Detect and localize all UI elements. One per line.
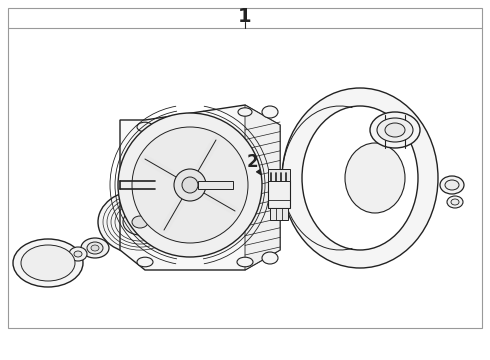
Ellipse shape xyxy=(91,245,99,251)
Ellipse shape xyxy=(440,176,464,194)
Bar xyxy=(268,180,290,208)
Ellipse shape xyxy=(377,118,413,142)
Ellipse shape xyxy=(13,239,83,287)
Ellipse shape xyxy=(345,143,405,213)
Ellipse shape xyxy=(237,257,253,267)
Bar xyxy=(198,181,233,189)
Ellipse shape xyxy=(132,216,148,228)
Bar xyxy=(270,208,288,220)
Ellipse shape xyxy=(238,108,252,116)
Ellipse shape xyxy=(174,169,206,201)
Ellipse shape xyxy=(182,177,198,193)
Polygon shape xyxy=(245,105,280,270)
Ellipse shape xyxy=(81,238,109,258)
Ellipse shape xyxy=(69,247,87,261)
Ellipse shape xyxy=(262,252,278,264)
Ellipse shape xyxy=(87,242,103,254)
Ellipse shape xyxy=(123,209,157,235)
Ellipse shape xyxy=(137,122,153,132)
Bar xyxy=(268,169,290,181)
Ellipse shape xyxy=(385,123,405,137)
Ellipse shape xyxy=(445,180,459,190)
Ellipse shape xyxy=(282,88,438,268)
Ellipse shape xyxy=(451,199,459,205)
Ellipse shape xyxy=(302,106,418,250)
Ellipse shape xyxy=(118,113,262,257)
Ellipse shape xyxy=(262,106,278,118)
Polygon shape xyxy=(120,105,280,270)
Text: 2: 2 xyxy=(246,153,258,171)
Ellipse shape xyxy=(74,251,82,257)
Ellipse shape xyxy=(21,245,75,281)
Ellipse shape xyxy=(98,190,182,254)
Ellipse shape xyxy=(137,257,153,267)
Ellipse shape xyxy=(370,112,420,148)
Ellipse shape xyxy=(447,196,463,208)
Text: 1: 1 xyxy=(238,6,252,26)
Bar xyxy=(8,8,482,328)
Ellipse shape xyxy=(132,127,248,243)
